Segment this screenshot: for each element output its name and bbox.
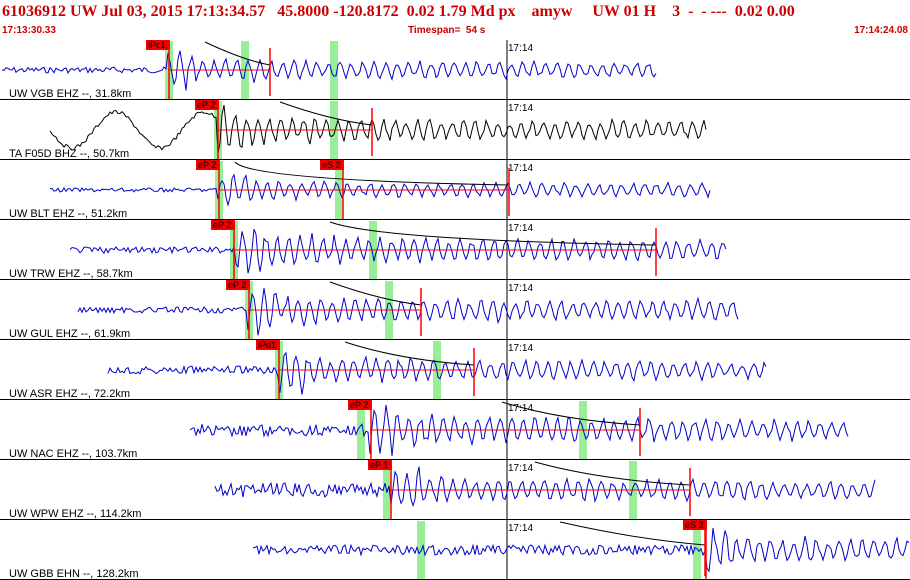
pick-flag[interactable] (368, 460, 392, 470)
time-marker-label: 17:14 (508, 343, 533, 354)
pick-label: iPd1 (258, 340, 276, 350)
travel-time-curve (329, 221, 657, 246)
travel-time-curve (344, 341, 475, 366)
waveform[interactable] (189, 404, 849, 457)
pick-window (693, 521, 701, 579)
station-label: UW GUL EHZ --, 61.9km (9, 328, 130, 340)
header: 61036912 UW Jul 03, 2015 17:13:34.57 45.… (0, 0, 910, 40)
pick-window (330, 41, 338, 99)
pick-flag[interactable] (256, 340, 280, 350)
pick-flag[interactable] (211, 220, 235, 230)
pick-flag[interactable] (320, 160, 344, 170)
pick-label: eP 2 (228, 280, 246, 290)
travel-time-curve (204, 41, 271, 66)
station-label: UW TRW EHZ --, 58.7km (9, 268, 133, 280)
station-label: UW ASR EHZ --, 72.2km (9, 388, 130, 400)
station-label: TA F05D BHZ --, 50.7km (9, 148, 129, 160)
waveform[interactable] (1, 50, 657, 91)
waveform[interactable] (252, 527, 910, 573)
pick-window (357, 401, 365, 459)
waveform[interactable] (69, 229, 727, 274)
pick-label: eS 2 (685, 520, 704, 530)
event-title: 61036912 UW Jul 03, 2015 17:13:34.57 45.… (2, 3, 795, 20)
station-label: UW VGB EHZ --, 31.8km (9, 88, 131, 100)
station-label: UW NAC EHZ --, 103.7km (9, 448, 137, 460)
time-marker-label: 17:14 (508, 283, 533, 294)
pick-window (383, 461, 391, 519)
timespan-label: Timespan= 54 s (408, 25, 486, 36)
pick-label: eS 2 (322, 160, 341, 170)
pick-label: eP 2 (198, 160, 216, 170)
pick-label: eP 2 (350, 400, 368, 410)
station-label: UW GBB EHN --, 128.2km (9, 568, 139, 580)
station-label: UW WPW EHZ --, 114.2km (9, 508, 141, 520)
time-marker-label: 17:14 (508, 523, 533, 534)
travel-time-curve (329, 281, 422, 306)
pick-flag[interactable] (196, 160, 220, 170)
waveform[interactable] (107, 351, 767, 395)
time-marker-label: 17:14 (508, 403, 533, 414)
travel-time-curve (534, 461, 691, 486)
pick-flag[interactable] (195, 100, 219, 110)
travel-time-curve (559, 521, 706, 546)
time-marker-label: 17:14 (508, 463, 533, 474)
time-marker-label: 17:14 (508, 43, 533, 54)
time-marker-label: 17:14 (508, 163, 533, 174)
pick-label: iPc1 (148, 40, 166, 50)
waveform[interactable] (214, 466, 876, 508)
time-marker-label: 17:14 (508, 223, 533, 234)
seismogram-panel[interactable]: 17:14 iPc1 UW VGB EHZ --, 31.8km 17:14 eP 2 T… (0, 40, 910, 580)
end-time: 17:14:24.08 (854, 25, 908, 36)
station-label: UW BLT EHZ --, 51.2km (9, 208, 127, 220)
pick-label: eP 2 (213, 220, 231, 230)
pick-label: eP 2 (197, 100, 215, 110)
waveform[interactable] (77, 288, 739, 336)
pick-flag[interactable] (226, 280, 250, 290)
travel-time-curve (279, 101, 373, 126)
pick-flag[interactable] (146, 40, 170, 50)
pick-flag[interactable] (348, 400, 372, 410)
time-marker-label: 17:14 (508, 103, 533, 114)
start-time: 17:13:30.33 (2, 25, 56, 36)
pick-flag[interactable] (683, 520, 707, 530)
travel-time-curve (501, 401, 641, 426)
waveform[interactable] (49, 173, 711, 207)
travel-time-curve (234, 161, 510, 186)
pick-label: eP 1 (370, 460, 388, 470)
waveform[interactable] (49, 104, 707, 154)
